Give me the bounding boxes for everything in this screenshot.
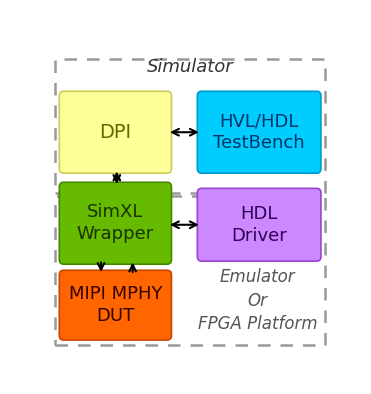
FancyBboxPatch shape [59,182,171,264]
Text: HVL/HDL
TestBench: HVL/HDL TestBench [213,112,305,152]
FancyBboxPatch shape [197,188,321,261]
Text: Simulator: Simulator [147,58,233,76]
Text: SimXL
Wrapper: SimXL Wrapper [77,203,154,243]
FancyBboxPatch shape [59,91,171,173]
Text: DPI: DPI [99,123,131,142]
Text: Emulator
Or
FPGA Platform: Emulator Or FPGA Platform [198,268,318,333]
Bar [55,59,325,193]
Bar [55,196,325,345]
Text: MIPI MPHY
DUT: MIPI MPHY DUT [69,285,162,325]
FancyBboxPatch shape [197,91,321,173]
Text: HDL
Driver: HDL Driver [231,204,287,245]
FancyBboxPatch shape [59,270,171,340]
